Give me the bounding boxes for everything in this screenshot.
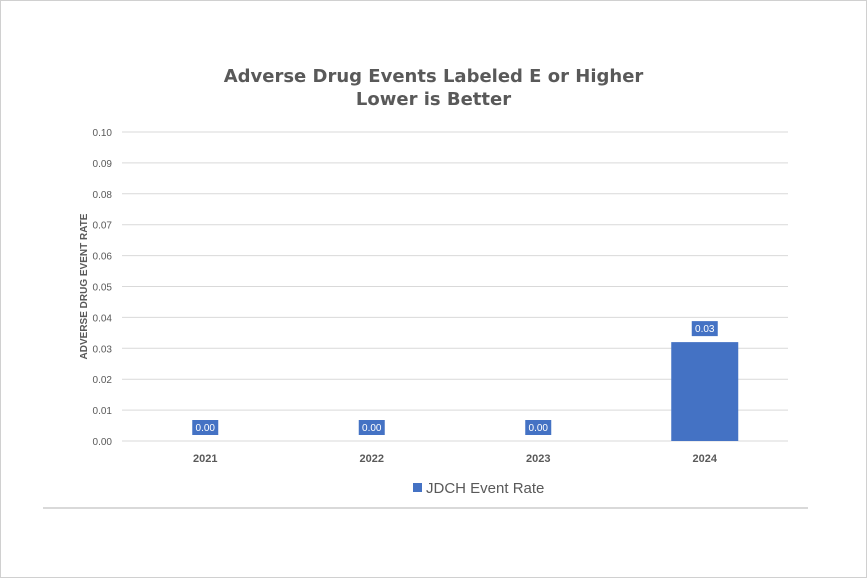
y-tick-label: 0.10 bbox=[93, 128, 113, 139]
x-tick-label: 2024 bbox=[693, 453, 718, 465]
data-label: 0.00 bbox=[529, 423, 549, 434]
y-tick-label: 0.09 bbox=[93, 159, 113, 170]
x-tick-label: 2023 bbox=[526, 453, 550, 465]
data-label-box bbox=[691, 321, 718, 337]
y-tick-label: 0.02 bbox=[93, 375, 113, 386]
legend-label: JDCH Event Rate bbox=[426, 480, 544, 497]
data-label: 0.00 bbox=[362, 423, 382, 434]
divider bbox=[43, 507, 808, 509]
chart-subtitle: Lower is Better bbox=[355, 89, 512, 110]
y-tick-label: 0.03 bbox=[93, 344, 113, 355]
y-tick-label: 0.01 bbox=[93, 406, 113, 417]
y-tick-label: 0.05 bbox=[93, 283, 113, 294]
y-tick-label: 0.07 bbox=[93, 221, 113, 232]
data-label-box bbox=[358, 420, 385, 435]
data-label-box bbox=[525, 420, 552, 435]
y-tick-label: 0.08 bbox=[93, 190, 113, 201]
y-tick-label: 0.06 bbox=[93, 252, 113, 263]
data-label: 0.00 bbox=[196, 423, 216, 434]
legend-swatch bbox=[413, 483, 422, 492]
chart-title: Adverse Drug Events Labeled E or Higher bbox=[223, 66, 644, 87]
x-tick-label: 2021 bbox=[193, 453, 217, 465]
y-axis-label: ADVERSE DRUG EVENT RATE bbox=[79, 213, 90, 359]
data-label-box bbox=[192, 420, 219, 435]
data-label: 0.03 bbox=[695, 324, 715, 335]
y-tick-label: 0.00 bbox=[93, 437, 113, 448]
bar bbox=[671, 342, 739, 441]
y-tick-label: 0.04 bbox=[93, 313, 113, 324]
x-tick-label: 2022 bbox=[360, 453, 384, 465]
